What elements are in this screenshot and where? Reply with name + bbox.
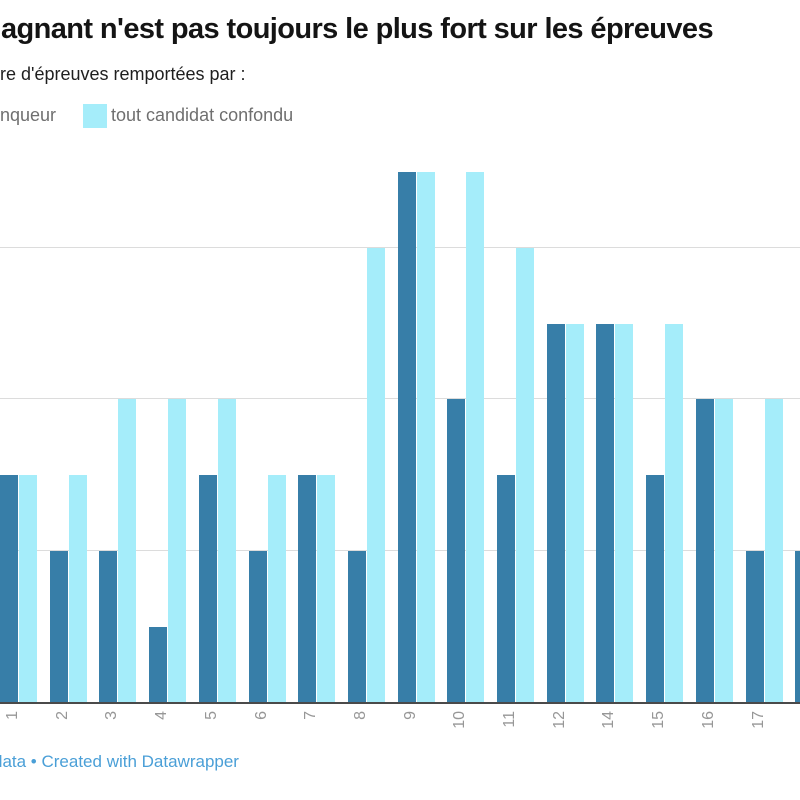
bar-tout-candidat-5 [218, 399, 236, 703]
bar-tout-candidat-11 [516, 247, 534, 703]
bar-tout-candidat-7 [317, 475, 335, 703]
datawrapper-credit-link[interactable]: data • Created with Datawrapper [0, 752, 239, 771]
x-tick-label-10: 10 [451, 711, 468, 729]
bar-tout-candidat-8 [367, 247, 385, 703]
bar-vainqueur-2 [50, 551, 68, 703]
x-tick-label-7: 7 [302, 711, 319, 720]
x-tick-label-9: 9 [402, 711, 419, 720]
x-tick-label-16: 16 [700, 711, 717, 729]
x-tick-label-17: 17 [750, 711, 767, 729]
bar-vainqueur-3 [99, 551, 117, 703]
bar-vainqueur-9 [398, 171, 416, 703]
bar-vainqueur-clipped [795, 551, 800, 703]
bar-vainqueur-8 [348, 551, 366, 703]
bar-tout-candidat-17 [765, 399, 783, 703]
bar-tout-candidat-9 [417, 171, 435, 703]
x-tick-label-11: 11 [501, 711, 518, 728]
bar-vainqueur-15 [646, 475, 664, 703]
bar-vainqueur-7 [298, 475, 316, 703]
bar-tout-candidat-16 [715, 399, 733, 703]
bar-tout-candidat-2 [69, 475, 87, 703]
bar-tout-candidat-4 [168, 399, 186, 703]
x-tick-label-14: 14 [600, 711, 617, 729]
bar-tout-candidat-6 [268, 475, 286, 703]
bar-vainqueur-16 [696, 399, 714, 703]
bar-vainqueur-10 [447, 399, 465, 703]
x-tick-label-15: 15 [650, 711, 667, 729]
bar-vainqueur-12 [547, 323, 565, 703]
chart-title: agnant n'est pas toujours le plus fort s… [1, 13, 714, 45]
bar-tout-candidat-3 [118, 399, 136, 703]
bar-vainqueur-6 [249, 551, 267, 703]
bar-vainqueur-4 [149, 627, 167, 703]
legend-swatch-tout-candidat [83, 104, 107, 128]
bar-tout-candidat-15 [665, 323, 683, 703]
legend-item-tout-candidat: tout candidat confondu [111, 105, 294, 125]
bar-vainqueur-11 [497, 475, 515, 703]
bar-vainqueur-5 [199, 475, 217, 703]
bar-tout-candidat-14 [615, 323, 633, 703]
x-tick-label-12: 12 [551, 711, 568, 729]
bar-tout-candidat-12 [566, 323, 584, 703]
bar-vainqueur-1 [0, 475, 18, 703]
x-tick-label-8: 8 [352, 711, 369, 720]
x-axis-line [0, 702, 800, 704]
bar-tout-candidat-1 [19, 475, 37, 703]
bar-tout-candidat-10 [466, 171, 484, 703]
legend-item-vainqueur: nqueur [0, 105, 57, 125]
chart-subtitle: re d'épreuves remportées par : [0, 64, 246, 84]
bar-vainqueur-17 [746, 551, 764, 703]
x-tick-label-6: 6 [253, 711, 270, 720]
bar-vainqueur-14 [596, 323, 614, 703]
